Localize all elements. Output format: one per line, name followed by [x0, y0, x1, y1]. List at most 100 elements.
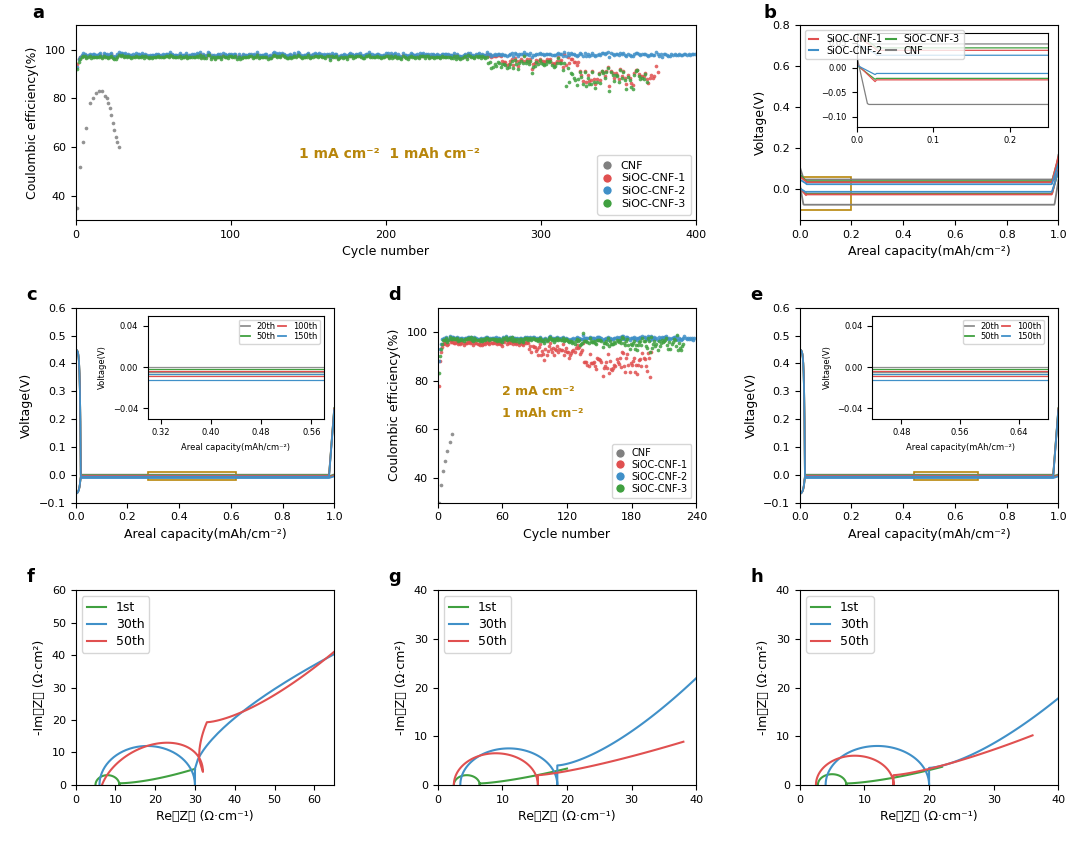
Point — [341, 49, 359, 62]
Point — [359, 48, 376, 62]
Point — [416, 48, 433, 62]
Text: g: g — [389, 568, 402, 587]
Point — [494, 338, 511, 352]
Point — [81, 50, 98, 63]
Point — [380, 51, 397, 65]
Point — [383, 51, 401, 64]
Point — [432, 49, 449, 62]
Point — [609, 334, 626, 348]
Point — [458, 51, 475, 64]
Point — [473, 50, 490, 63]
Point — [532, 333, 550, 347]
Point — [372, 49, 389, 62]
Point — [637, 360, 654, 373]
Point — [484, 332, 501, 345]
Point — [627, 332, 645, 345]
Point — [448, 50, 465, 63]
Point — [492, 332, 510, 345]
Point — [545, 349, 563, 362]
Point — [567, 73, 584, 87]
Point — [573, 336, 591, 349]
Point — [222, 48, 240, 62]
Point — [390, 49, 407, 62]
Point — [269, 50, 286, 63]
Point — [73, 48, 91, 62]
Point — [258, 47, 275, 61]
Point — [541, 330, 558, 344]
Point — [457, 332, 474, 345]
Point — [82, 51, 99, 64]
Point — [181, 51, 199, 64]
50th — [653, 744, 666, 754]
Point — [224, 50, 241, 63]
Point — [374, 51, 391, 64]
Point — [134, 46, 151, 60]
Point — [629, 333, 646, 347]
Point — [618, 331, 635, 344]
Point — [615, 46, 632, 60]
Point — [294, 50, 311, 63]
Point — [556, 344, 573, 358]
Point — [292, 48, 309, 62]
Point — [272, 47, 289, 61]
Point — [291, 49, 308, 62]
Point — [298, 47, 315, 61]
Point — [102, 101, 119, 115]
Point — [669, 328, 686, 342]
Point — [228, 52, 245, 66]
Point — [553, 332, 570, 345]
Point — [214, 48, 231, 62]
Point — [639, 346, 657, 360]
Point — [536, 58, 553, 72]
Point — [365, 48, 382, 62]
Text: b: b — [764, 3, 777, 22]
Point — [603, 46, 620, 60]
Point — [584, 335, 602, 349]
Point — [633, 338, 650, 352]
Point — [640, 334, 658, 348]
Point — [556, 333, 573, 347]
Point — [501, 335, 518, 349]
Point — [611, 333, 629, 346]
Point — [185, 49, 202, 62]
Point — [281, 49, 298, 62]
Point — [604, 333, 621, 346]
Point — [642, 71, 659, 84]
Point — [253, 49, 270, 62]
Point — [95, 49, 112, 62]
Point — [129, 49, 146, 62]
Point — [251, 51, 268, 64]
Point — [437, 332, 455, 345]
Point — [648, 338, 665, 351]
Point — [617, 71, 634, 84]
Point — [377, 46, 394, 60]
Point — [421, 50, 438, 63]
Point — [288, 46, 306, 59]
Point — [348, 47, 365, 61]
Point — [525, 49, 542, 62]
Point — [159, 48, 176, 62]
Point — [537, 343, 554, 356]
Point — [107, 131, 124, 144]
Point — [538, 349, 555, 362]
Point — [68, 57, 85, 71]
Point — [320, 49, 337, 62]
Point — [434, 464, 451, 478]
Point — [113, 46, 131, 59]
Point — [650, 334, 667, 348]
Point — [255, 50, 272, 63]
Point — [352, 49, 369, 62]
Point — [631, 336, 648, 349]
Point — [508, 333, 525, 346]
Point — [632, 352, 649, 365]
Point — [217, 48, 234, 62]
Point — [502, 333, 519, 346]
Point — [71, 51, 89, 64]
Point — [643, 329, 660, 343]
Point — [575, 78, 592, 91]
Line: 1st: 1st — [95, 769, 195, 785]
Point — [92, 48, 109, 62]
Point — [635, 48, 652, 62]
Point — [603, 65, 620, 78]
Point — [561, 333, 578, 347]
